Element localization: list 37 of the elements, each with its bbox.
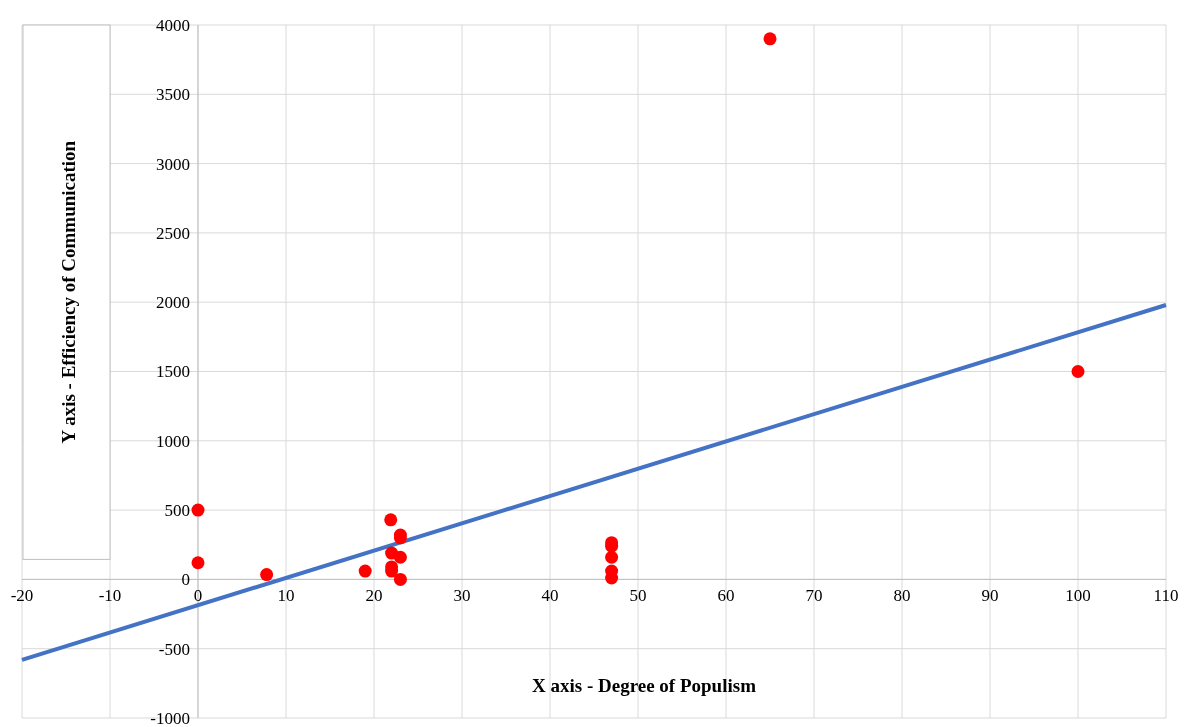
point: [191, 503, 205, 517]
y-tick-label: 3000: [156, 154, 190, 174]
x-tick-label: 70: [805, 586, 823, 606]
x-tick-label: 60: [717, 586, 735, 606]
point: [605, 550, 619, 564]
x-tick-label: 100: [1065, 586, 1091, 606]
x-tick-label: 80: [893, 586, 911, 606]
x-axis-title: X axis - Degree of Populism: [532, 675, 757, 696]
point: [384, 513, 398, 527]
point: [763, 32, 777, 46]
point: [393, 572, 407, 586]
y-tick-label: 2500: [156, 223, 190, 243]
x-tick-label: 20: [365, 586, 383, 606]
y-tick-label: 2000: [156, 293, 190, 313]
x-tick-label: 10: [277, 586, 295, 606]
x-tick-label: 0: [193, 586, 203, 606]
y-tick-label: -1000: [150, 708, 190, 727]
y-tick-label: 0: [181, 570, 190, 590]
x-tick-label: 50: [629, 586, 647, 606]
y-axis-title: Y axis - Efficiency of Communication: [58, 140, 79, 444]
y-tick-label: 1500: [156, 362, 190, 382]
point: [393, 550, 407, 564]
y-tick-label: 500: [164, 501, 190, 521]
point: [260, 568, 274, 582]
y-tick-label: 4000: [156, 15, 190, 35]
x-tick-label: 30: [453, 586, 471, 606]
y-tick-label: 1000: [156, 431, 190, 451]
x-tick-label: -20: [10, 586, 34, 606]
y-tick-label: 3500: [156, 85, 190, 105]
x-tick-label: 40: [541, 586, 559, 606]
x-tick-label: 90: [981, 586, 999, 606]
point: [1071, 365, 1085, 378]
point: [358, 564, 372, 578]
x-tick-label: -10: [98, 586, 122, 606]
point: [191, 556, 205, 570]
x-tick-label: 110: [1153, 586, 1179, 606]
y-tick-label: -500: [158, 639, 190, 659]
